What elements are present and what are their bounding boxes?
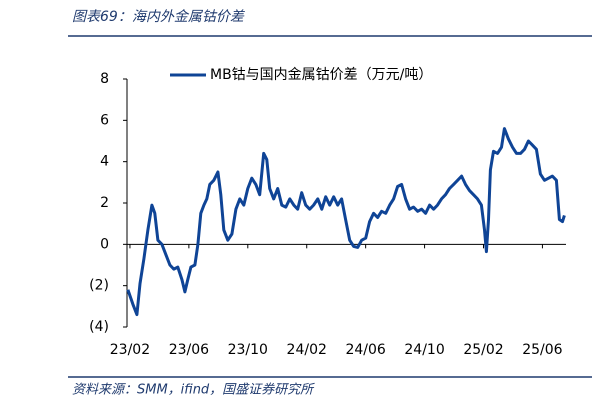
x-tick-label: 25/02 <box>463 342 503 358</box>
x-tick-label: 23/06 <box>169 342 209 358</box>
source-note: 资料来源：SMM，ifind，国盛证券研究所 <box>72 382 315 398</box>
x-tick-label: 24/10 <box>404 342 444 358</box>
y-tick-label: 6 <box>100 112 109 128</box>
series-line <box>126 127 566 317</box>
x-tick-label: 23/02 <box>110 342 150 358</box>
y-tick-label: 0 <box>100 236 109 252</box>
legend-label: MB钴与国内金属钴价差（万元/吨） <box>210 67 432 83</box>
y-tick-label: 4 <box>100 154 109 170</box>
x-tick-label: 24/02 <box>287 342 327 358</box>
x-tick-label: 25/06 <box>522 342 562 358</box>
y-tick-label: (2) <box>89 278 109 294</box>
y-tick-label: (4) <box>89 319 109 335</box>
y-tick-label: 2 <box>100 195 109 211</box>
y-tick-label: 8 <box>100 71 109 87</box>
chart-title: 图表69：海内外金属钴价差 <box>72 9 246 25</box>
x-tick-label: 23/10 <box>228 342 268 358</box>
x-tick-label: 24/06 <box>345 342 385 358</box>
